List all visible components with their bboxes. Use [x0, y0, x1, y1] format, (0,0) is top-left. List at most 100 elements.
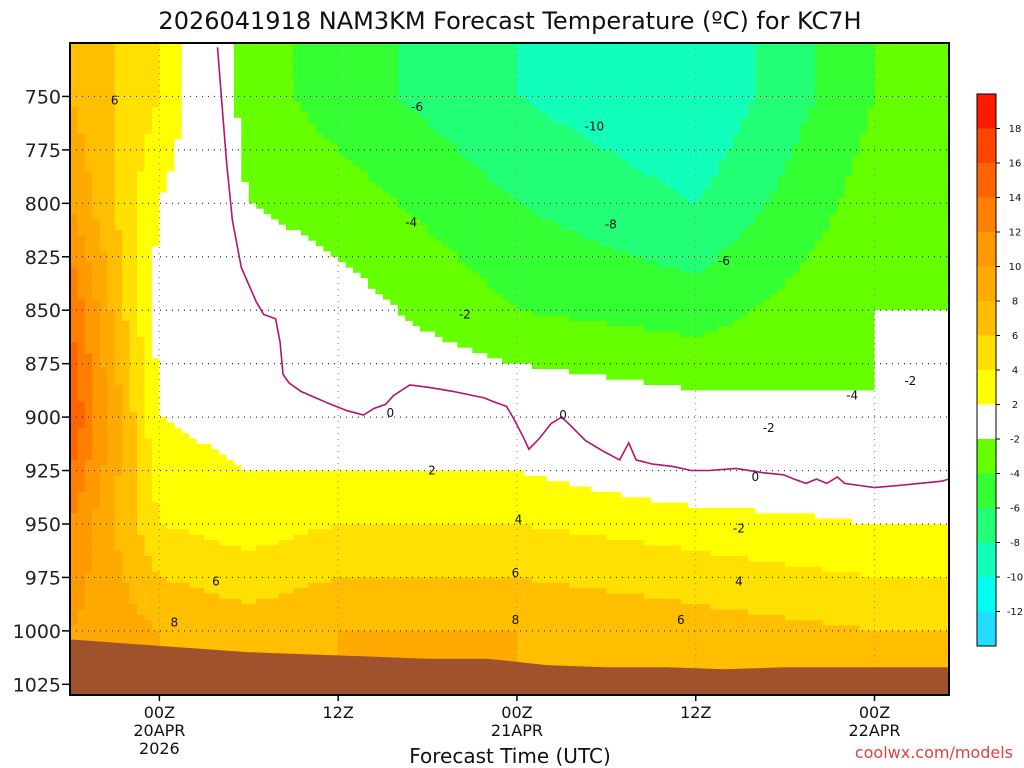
temperature-cell [181, 315, 190, 322]
temperature-cell [114, 133, 123, 140]
temperature-cell [308, 107, 317, 113]
temperature-cell [77, 294, 86, 301]
temperature-cell [166, 385, 175, 391]
temperature-cell [204, 75, 213, 81]
temperature-cell [129, 598, 138, 605]
temperature-cell [330, 417, 339, 423]
temperature-cell [256, 529, 265, 536]
temperature-cell [293, 176, 302, 183]
temperature-cell [174, 69, 183, 76]
temperature-cell [368, 283, 376, 290]
temperature-cell [241, 614, 250, 621]
temperature-cell [248, 219, 257, 226]
temperature-cell [256, 123, 265, 130]
temperature-cell [70, 320, 78, 327]
temperature-cell [174, 246, 183, 252]
temperature-cell [233, 101, 242, 108]
temperature-cell [159, 331, 168, 338]
temperature-cell [353, 363, 362, 370]
temperature-cell [308, 540, 317, 546]
temperature-cell [84, 465, 93, 472]
temperature-cell [174, 128, 183, 135]
temperature-cell [151, 240, 160, 247]
temperature-cell [211, 491, 220, 498]
temperature-cell [263, 401, 272, 407]
temperature-cell [323, 604, 332, 610]
temperature-cell [353, 385, 362, 391]
temperature-cell [271, 219, 280, 226]
temperature-cell [204, 540, 213, 546]
temperature-cell [166, 208, 175, 215]
temperature-cell [159, 224, 168, 231]
temperature-cell [129, 411, 138, 418]
temperature-cell [107, 331, 116, 338]
temperature-cell [211, 320, 220, 327]
temperature-cell [70, 577, 78, 584]
temperature-cell [129, 454, 138, 461]
temperature-cell [114, 449, 123, 456]
temperature-cell [248, 550, 257, 557]
temperature-cell [122, 609, 131, 616]
temperature-cell [226, 256, 235, 263]
temperature-cell [300, 358, 309, 365]
temperature-cell [77, 614, 86, 621]
temperature-cell [114, 550, 123, 557]
temperature-cell [196, 481, 205, 488]
temperature-cell [144, 262, 153, 268]
temperature-cell [360, 299, 369, 306]
temperature-cell [219, 149, 227, 156]
temperature-cell [271, 609, 280, 616]
temperature-cell [166, 465, 175, 472]
temperature-cell [338, 43, 347, 49]
temperature-cell [70, 620, 78, 627]
temperature-cell [338, 609, 347, 616]
temperature-cell [368, 208, 376, 215]
temperature-cell [293, 326, 302, 333]
temperature-cell [256, 459, 265, 466]
temperature-cell [256, 101, 265, 108]
temperature-cell [144, 454, 153, 461]
temperature-cell [70, 219, 78, 226]
temperature-cell [174, 604, 183, 610]
temperature-cell [248, 117, 257, 124]
temperature-cell [360, 374, 369, 381]
temperature-cell [248, 101, 257, 108]
temperature-cell [248, 304, 257, 311]
temperature-cell [151, 614, 160, 621]
temperature-cell [263, 433, 272, 439]
temperature-cell [70, 630, 78, 637]
temperature-cell [338, 385, 347, 391]
temperature-cell [338, 133, 347, 140]
temperature-cell [263, 502, 272, 509]
temperature-cell [226, 459, 235, 466]
temperature-cell [360, 80, 369, 87]
temperature-cell [166, 625, 175, 632]
temperature-cell [226, 433, 235, 439]
temperature-cell [353, 401, 362, 407]
temperature-cell [204, 620, 213, 627]
temperature-cell [204, 182, 213, 188]
temperature-cell [84, 219, 93, 226]
temperature-cell [99, 246, 108, 252]
temperature-cell [99, 385, 108, 391]
temperature-cell [70, 518, 78, 525]
temperature-cell [129, 347, 138, 354]
temperature-cell [181, 545, 190, 552]
temperature-cell [345, 598, 354, 605]
temperature-cell [137, 288, 145, 295]
temperature-cell [360, 176, 369, 183]
temperature-cell [174, 401, 183, 407]
temperature-cell [263, 149, 272, 156]
temperature-cell [278, 353, 287, 359]
temperature-cell [271, 230, 280, 236]
temperature-cell [92, 128, 101, 135]
temperature-cell [77, 107, 86, 113]
temperature-cell [338, 208, 347, 215]
temperature-cell [278, 214, 287, 220]
temperature-cell [114, 128, 123, 135]
temperature-cell [360, 347, 369, 354]
temperature-cell [286, 69, 294, 76]
temperature-cell [144, 614, 153, 621]
temperature-cell [368, 593, 376, 600]
temperature-cell [129, 577, 138, 584]
